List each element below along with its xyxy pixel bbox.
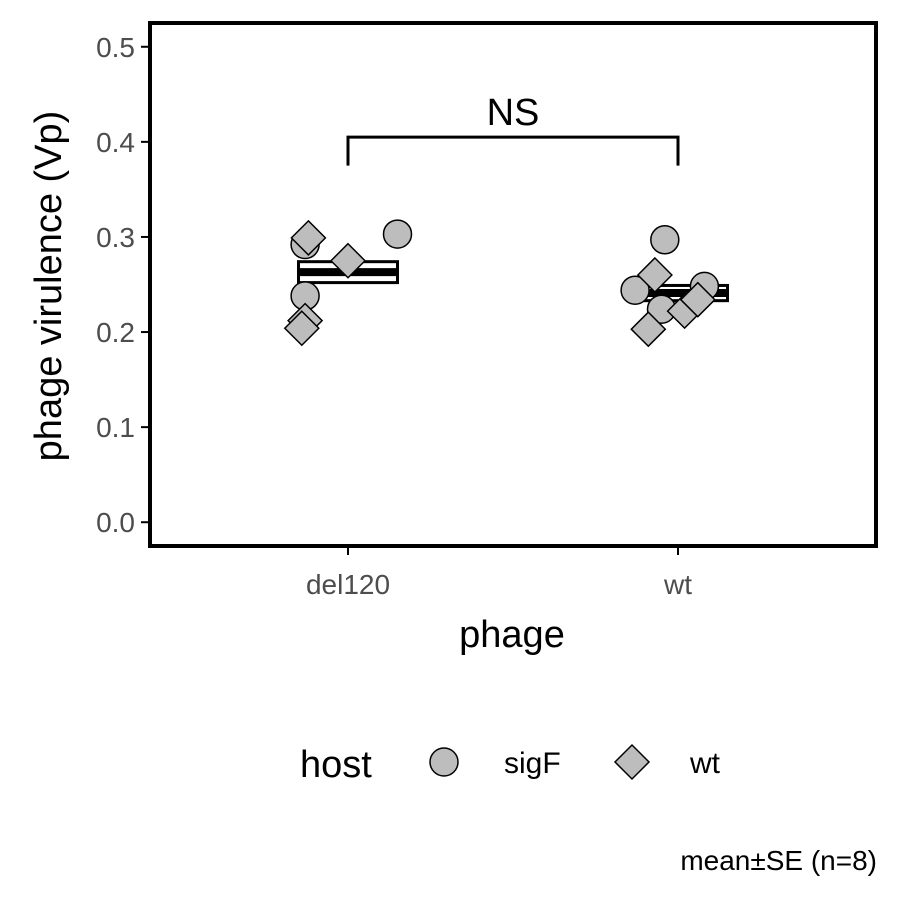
x-axis-title: phage [459,614,565,656]
points-layer [283,219,720,348]
y-tick-label: 0.1 [96,412,135,443]
legend-label-sigF: sigF [504,747,561,780]
point-wt-host-wt [636,256,673,294]
significance-label: NS [487,92,540,134]
legend: host sigF wt [300,743,721,786]
legend-key-wt [613,743,651,781]
significance-annotation: NS [346,92,680,166]
y-axis: 0.0 0.1 0.2 0.3 0.4 0.5 [96,32,150,538]
point-wt-host-wt [630,311,667,348]
x-axis: del120 wt [306,546,692,600]
y-tick-label: 0.0 [96,507,135,538]
point-sigF-wt [620,275,650,305]
y-tick-label: 0.2 [96,317,135,348]
significance-bracket [346,135,680,166]
point-sigF-wt [650,225,680,255]
y-tick-label: 0.4 [96,127,135,158]
point-sigF-del120 [382,219,413,249]
plot-panel [148,21,878,548]
legend-label-wt: wt [689,747,721,780]
legend-title: host [300,744,372,786]
panel-border [148,21,878,548]
x-tick-label: wt [663,569,692,600]
point-wt-host-wt [679,281,716,318]
y-tick-label: 0.5 [96,32,135,63]
point-wt-host-del120 [329,242,367,279]
point-wt-host-del120 [283,310,320,347]
legend-key-sigF [429,747,459,777]
point-wt-host-del120 [290,219,327,256]
y-tick-label: 0.3 [96,222,135,253]
x-tick-label: del120 [306,569,390,600]
y-axis-title: phage virulence (Vp) [28,111,70,462]
caption: mean±SE (n=8) [680,845,877,876]
